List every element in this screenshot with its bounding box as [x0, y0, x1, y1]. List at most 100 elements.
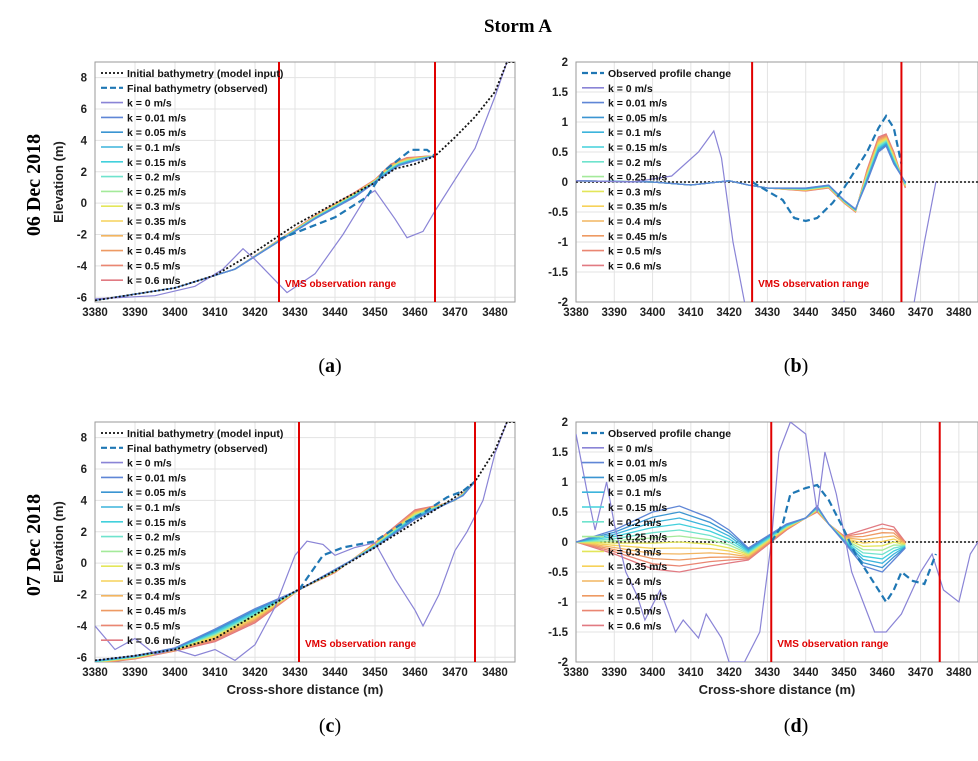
x-tick-label: 3420 [716, 307, 742, 319]
legend-label: k = 0.5 m/s [608, 246, 662, 258]
legend-label: Final bathymetry (observed) [127, 443, 268, 455]
legend-label: k = 0.01 m/s [127, 472, 186, 484]
x-tick-label: 3390 [122, 307, 148, 319]
x-tick-label: 3410 [202, 667, 228, 679]
legend-label: k = 0 m/s [127, 98, 172, 110]
y-tick-label: -2 [77, 230, 87, 242]
x-tick-label: 3430 [755, 307, 781, 319]
plot-lines [95, 62, 515, 302]
legend-label: k = 0.35 m/s [608, 561, 667, 573]
figure-title: Storm A [484, 16, 552, 37]
x-tick-label: 3450 [362, 307, 388, 319]
x-tick-label: 3420 [242, 307, 268, 319]
row-label-2: 07 Dec 2018 [23, 494, 45, 596]
y-tick-label: 0.5 [552, 147, 569, 159]
legend-label: k = 0.01 m/s [608, 458, 667, 470]
observed-line [770, 483, 937, 605]
y-tick-label: -0.5 [548, 207, 568, 219]
legend-label: k = 0.15 m/s [608, 142, 667, 154]
legend: Observed profile change k = 0 m/s k = 0.01… [582, 68, 731, 272]
x-tick-label: 3450 [831, 307, 857, 319]
x-axis-label: Cross-shore distance (m) [699, 682, 856, 697]
x-tick-label: 3410 [202, 307, 228, 319]
panel-d: 3380 3390 3400 3410 3420 3430 3440 3450 3460 3470… [548, 417, 978, 737]
legend: Initial bathymetry (model input) Final ba… [101, 68, 283, 287]
legend-label: k = 0 m/s [127, 458, 172, 470]
x-tick-label: 3420 [716, 667, 742, 679]
x-tick-label: 3410 [678, 307, 704, 319]
legend-label: k = 0.2 m/s [127, 172, 181, 184]
x-tick-label: 3460 [869, 307, 895, 319]
y-tick-label: 8 [81, 73, 88, 85]
legend-label: k = 0.45 m/s [608, 591, 667, 603]
y-tick-label: -2 [558, 657, 568, 669]
x-tick-label: 3460 [402, 307, 428, 319]
x-tick-label: 3390 [601, 307, 627, 319]
x-tick-label: 3420 [242, 667, 268, 679]
x-tick-label: 3400 [640, 667, 666, 679]
legend-label: k = 0.15 m/s [127, 157, 186, 169]
legend-label: k = 0.4 m/s [608, 576, 662, 588]
legend-label: Final bathymetry (observed) [127, 83, 268, 95]
k-series-line [95, 481, 476, 662]
legend-label: k = 0 m/s [608, 443, 653, 455]
plot-lines [95, 422, 515, 662]
legend-label: k = 0.25 m/s [127, 546, 186, 558]
legend-label: k = 0.3 m/s [608, 546, 662, 558]
legend-label: k = 0.6 m/s [127, 635, 181, 647]
y-tick-label: 0 [81, 558, 87, 570]
legend-label: k = 0.05 m/s [127, 487, 186, 499]
x-tick-label: 3390 [122, 667, 148, 679]
observed-line [298, 480, 476, 591]
legend-label: k = 0.35 m/s [127, 216, 186, 228]
panel-label-b: (b) [784, 355, 808, 377]
legend-label: k = 0.05 m/s [608, 112, 667, 124]
legend-label: k = 0.15 m/s [608, 502, 667, 514]
x-tick-label: 3430 [282, 307, 308, 319]
legend-label: k = 0.5 m/s [127, 260, 181, 272]
y-tick-label: -6 [77, 652, 87, 664]
x-tick-label: 3480 [946, 667, 972, 679]
legend-label: k = 0.6 m/s [608, 620, 662, 632]
legend-label: k = 0.1 m/s [608, 127, 662, 139]
y-tick-label: -2 [558, 297, 568, 309]
y-tick-label: -2 [77, 590, 87, 602]
legend: Observed profile change k = 0 m/s k = 0.01… [582, 428, 731, 632]
k-series-line [576, 144, 906, 211]
y-tick-label: 1 [562, 477, 569, 489]
panel-b: 3380 3390 3400 3410 3420 3430 3440 3450 3460 3470… [548, 57, 978, 377]
x-tick-label: 3450 [362, 667, 388, 679]
axes-frame [94, 61, 516, 303]
y-tick-label: 1.5 [552, 447, 569, 459]
initial-bathymetry-line [95, 422, 515, 662]
initial-bathymetry-line [95, 62, 515, 302]
legend-label: k = 0.2 m/s [608, 157, 662, 169]
legend-label: k = 0.35 m/s [608, 201, 667, 213]
x-tick-label: 3470 [442, 667, 468, 679]
y-tick-label: 1.5 [552, 87, 569, 99]
legend-label: k = 0.45 m/s [127, 246, 186, 258]
observed-line [751, 113, 903, 223]
y-tick-label: 0 [81, 198, 87, 210]
legend-label: Initial bathymetry (model input) [127, 68, 283, 80]
x-tick-label: 3400 [640, 307, 666, 319]
legend-label: k = 0.4 m/s [127, 591, 181, 603]
x-tick-label: 3380 [82, 667, 108, 679]
y-tick-label: -4 [77, 261, 88, 273]
row-label-1: 06 Dec 2018 [23, 134, 45, 236]
x-tick-label: 3380 [563, 307, 589, 319]
legend-label: k = 0.5 m/s [127, 620, 181, 632]
y-tick-label: 2 [562, 57, 568, 69]
panel-c: 3380 3390 3400 3410 3420 3430 3440 3450 3460 3470… [51, 421, 516, 737]
y-tick-label: -1 [558, 597, 569, 609]
axes-frame [94, 421, 516, 663]
x-tick-label: 3460 [402, 667, 428, 679]
x-tick-label: 3460 [869, 667, 895, 679]
legend-label: Initial bathymetry (model input) [127, 428, 283, 440]
y-tick-label: 8 [81, 433, 88, 445]
plot-lines [576, 113, 978, 302]
legend-label: k = 0.15 m/s [127, 517, 186, 529]
x-tick-label: 3380 [563, 667, 589, 679]
panel-label-c: (c) [319, 715, 341, 737]
